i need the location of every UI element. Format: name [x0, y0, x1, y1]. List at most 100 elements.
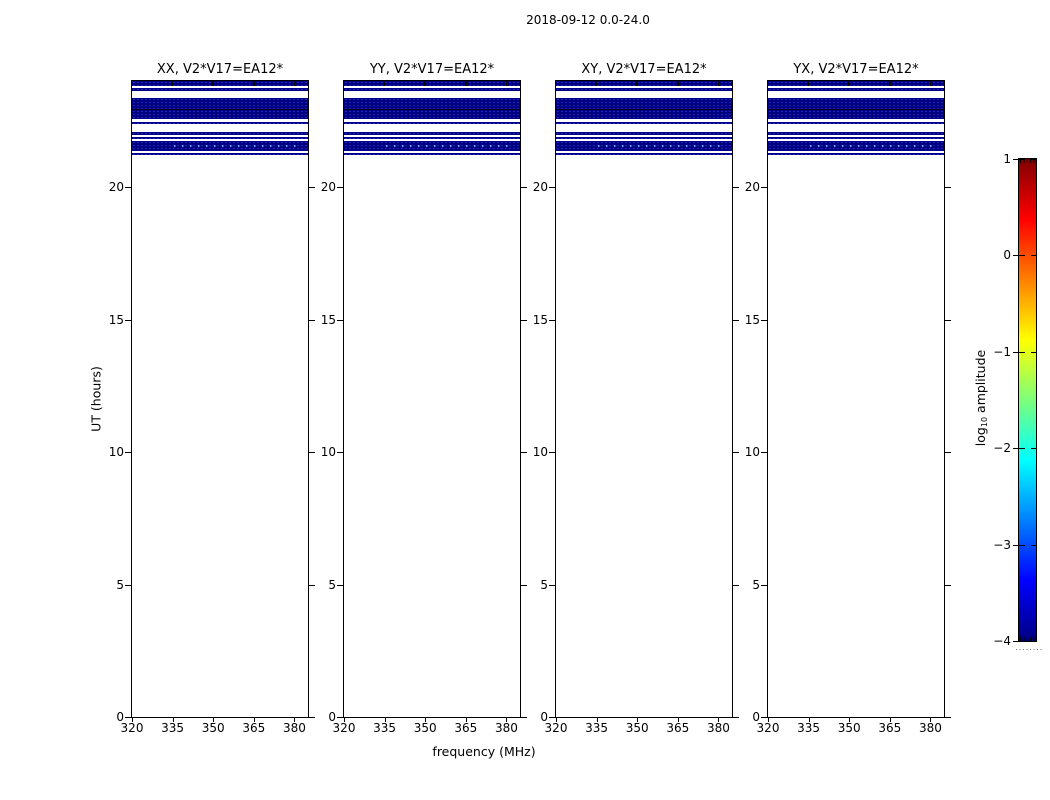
colorbar-tick	[1013, 159, 1025, 160]
y-tick-right	[521, 319, 527, 321]
data-band	[556, 153, 732, 156]
data-band	[132, 87, 308, 92]
x-tick-top	[636, 81, 638, 86]
y-tick-right	[521, 452, 527, 453]
speckle-dots-row	[386, 145, 513, 148]
y-tick-left	[549, 452, 555, 453]
x-tick-bottom	[425, 717, 427, 722]
data-band	[344, 81, 520, 87]
colorbar-tick-label: −2	[993, 441, 1011, 456]
x-tick-label: 320	[120, 721, 144, 735]
x-tick-top	[293, 81, 296, 86]
y-tick-left	[761, 717, 767, 718]
speckle-dots-row	[598, 145, 725, 148]
panel-title-xx: XX, V2*V17=EA12*	[156, 62, 284, 77]
y-tick-right	[733, 187, 739, 188]
colorbar-tick	[1013, 255, 1025, 257]
speckle-dots-row	[810, 145, 937, 148]
x-tick-bottom	[849, 717, 851, 722]
panel-title-yx: YX, V2*V17=EA12*	[793, 62, 919, 77]
x-tick-bottom	[556, 717, 557, 722]
y-tick-left	[125, 319, 131, 321]
y-tick-label: 15	[320, 312, 336, 327]
y-tick-right	[945, 187, 951, 188]
y-tick-left	[337, 319, 343, 321]
colorbar-label-prefix: log	[973, 427, 988, 447]
colorbar-tick-label: −1	[993, 344, 1011, 359]
data-band	[132, 140, 308, 151]
data-band	[344, 131, 520, 135]
x-tick-label: 350	[413, 721, 437, 735]
y-tick-left	[125, 717, 131, 718]
data-band	[556, 121, 732, 125]
colorbar-gradient	[1019, 159, 1036, 641]
y-tick-label: 10	[320, 445, 336, 459]
y-tick-label: 20	[744, 180, 760, 194]
y-tick-right	[309, 717, 315, 718]
data-band	[132, 81, 308, 87]
x-tick-top	[171, 81, 174, 86]
x-tick-label: 320	[332, 721, 356, 735]
x-tick-top	[212, 81, 214, 86]
x-tick-label: 380	[707, 721, 730, 735]
data-band	[768, 121, 944, 125]
panel-yx: YX, V2*V17=EA12* 320 335 350 365 380 0 5 10 15 20	[745, 62, 951, 734]
x-tick-bottom	[596, 717, 598, 722]
y-tick-left	[761, 584, 767, 586]
x-tick-top	[595, 81, 598, 86]
y-tick-label: 10	[108, 445, 124, 459]
y-tick-label: 0	[752, 710, 760, 724]
y-tick-label: 5	[752, 577, 760, 592]
x-tick-label: 380	[919, 721, 942, 735]
band-divider	[556, 108, 732, 110]
y-tick-right	[945, 452, 951, 453]
y-tick-left	[761, 452, 767, 453]
x-tick-label: 335	[373, 721, 397, 735]
y-tick-label: 0	[328, 710, 336, 724]
data-band	[344, 98, 520, 119]
band-divider	[132, 108, 308, 110]
x-tick-top	[253, 81, 255, 86]
colorbar-tick	[1031, 641, 1036, 642]
colorbar-label: log10 amplitude	[973, 350, 989, 446]
x-tick-label: 365	[666, 721, 690, 735]
y-tick-left	[549, 717, 555, 718]
y-tick-left	[337, 584, 343, 586]
x-tick-label: 380	[495, 721, 518, 735]
colorbar-tick	[1031, 448, 1036, 450]
panel-xy: XY, V2*V17=EA12* 320 335 350 365 380 0 5 10 15 20	[533, 62, 739, 734]
y-tick-label: 15	[108, 312, 124, 327]
y-tick-left	[337, 187, 343, 188]
data-band	[768, 140, 944, 151]
y-tick-right	[521, 717, 527, 718]
y-tick-left	[125, 452, 131, 453]
x-tick-label: 335	[797, 721, 821, 735]
x-tick-top	[465, 81, 467, 86]
x-tick-label: 350	[837, 721, 861, 735]
y-tick-label: 20	[320, 180, 336, 194]
data-band	[768, 98, 944, 119]
y-tick-label: 0	[540, 710, 548, 724]
x-tick-bottom	[344, 717, 345, 722]
x-tick-label: 320	[544, 721, 568, 735]
colorbar-tick	[1031, 544, 1036, 546]
y-tick-left	[761, 319, 767, 321]
x-tick-label: 365	[242, 721, 266, 735]
panel-title-xy: XY, V2*V17=EA12*	[581, 62, 707, 77]
y-tick-right	[945, 584, 951, 586]
y-tick-left	[761, 187, 767, 188]
data-band	[344, 121, 520, 125]
data-band	[344, 153, 520, 156]
y-tick-left	[125, 584, 131, 586]
x-tick-bottom	[172, 717, 174, 722]
y-tick-label: 20	[532, 180, 548, 194]
x-tick-bottom	[132, 717, 133, 722]
x-tick-bottom	[506, 717, 508, 722]
colorbar-tick	[1031, 159, 1036, 160]
y-tick-label: 5	[328, 577, 336, 592]
x-tick-bottom	[253, 717, 255, 722]
colorbar-dotted-underline	[1016, 649, 1044, 650]
x-tick-bottom	[465, 717, 467, 722]
band-divider	[768, 108, 944, 110]
x-tick-top	[807, 81, 810, 86]
